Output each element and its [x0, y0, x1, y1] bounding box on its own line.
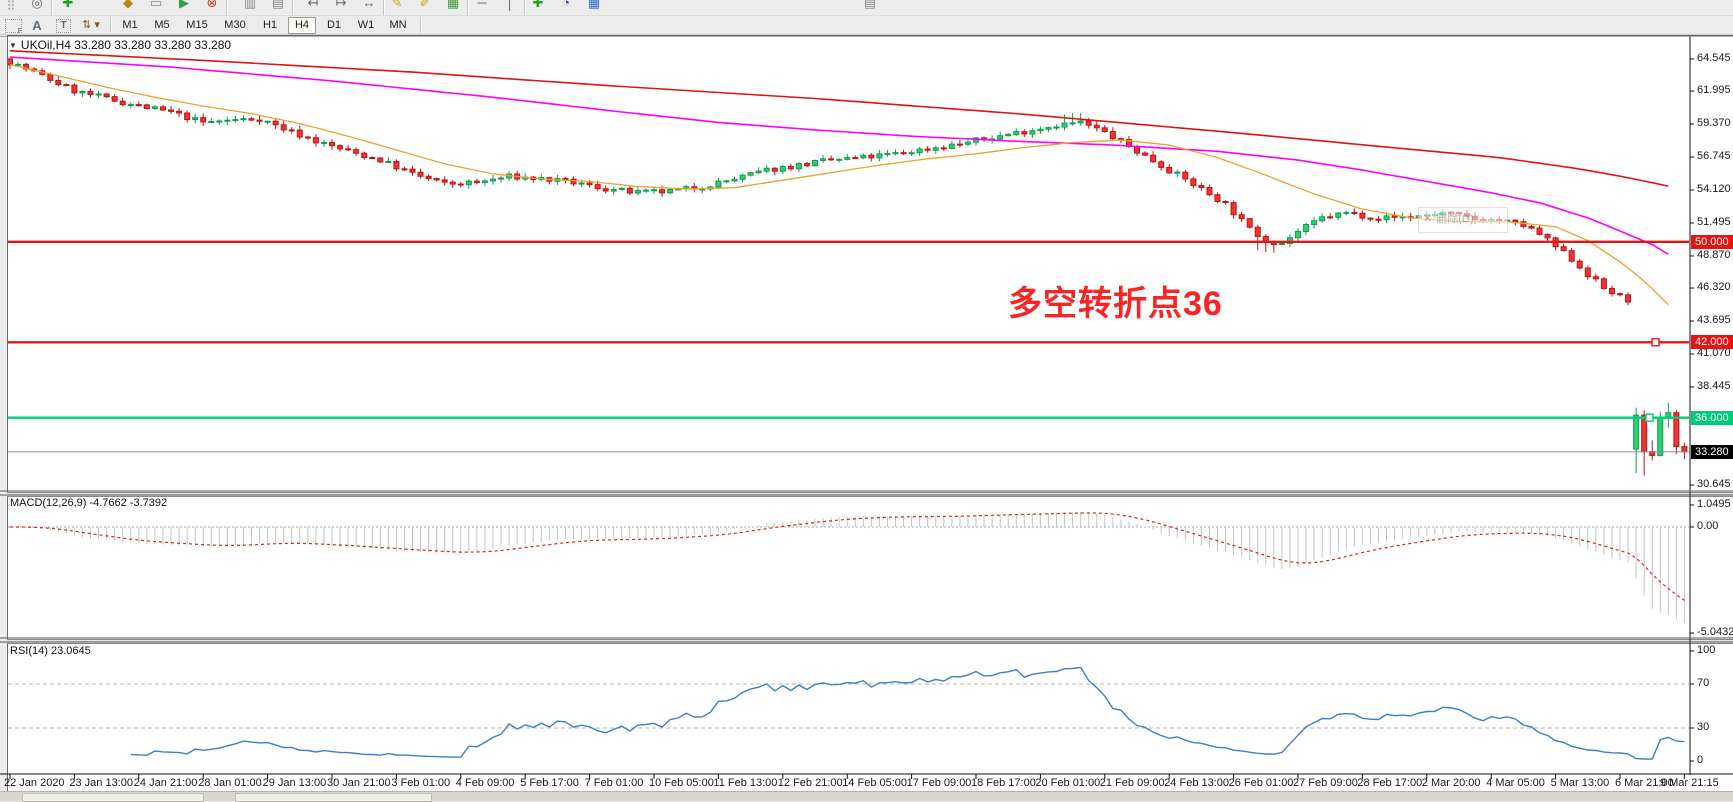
- draw-line-icon[interactable]: ✎: [391, 0, 403, 10]
- templates-icon[interactable]: ▦: [446, 0, 460, 10]
- toolbar-separator: [226, 0, 228, 15]
- statusbar-segment: [22, 793, 204, 802]
- timeframe-button-m1[interactable]: M1: [122, 19, 138, 31]
- ma-fast-orange[interactable]: [9, 63, 1669, 306]
- new-order-icon[interactable]: ◆: [123, 0, 133, 10]
- toolbar-separator: [383, 0, 385, 15]
- text-tool[interactable]: T: [56, 19, 71, 33]
- timeframe-button-m5[interactable]: M5: [154, 19, 170, 31]
- add-indicator-icon[interactable]: ✚: [62, 0, 74, 10]
- statusbar-segment: [235, 793, 432, 802]
- annotation-text[interactable]: 多空转折点36: [1008, 285, 1223, 323]
- toolbar-separator: [420, 17, 422, 33]
- toolbar-separator: [292, 0, 294, 15]
- candles-layer: [8, 57, 1688, 476]
- grid-icon[interactable]: ▦: [587, 0, 601, 10]
- zoom-icon[interactable]: ◎: [31, 0, 43, 10]
- chart-window-icon[interactable]: ▭: [149, 0, 163, 10]
- macd-panel[interactable]: [8, 512, 1689, 624]
- stop-icon[interactable]: ⊗: [206, 0, 218, 10]
- timeframe-button-h1[interactable]: H1: [262, 19, 278, 31]
- hline-icon[interactable]: ─: [477, 0, 487, 10]
- level-marker[interactable]: [1645, 413, 1654, 422]
- timeframe-button-m15[interactable]: M15: [186, 19, 208, 31]
- timeframe-button-mn[interactable]: MN: [389, 19, 407, 31]
- toolbar-separator: [467, 0, 469, 15]
- chart-canvas[interactable]: [0, 36, 1733, 800]
- toolbar-timeframes: F A T ⇅ ▾ M1 M5 M15 M30 H1 H4 D1 W1 MN: [0, 16, 1733, 35]
- level-marker[interactable]: [1651, 338, 1660, 347]
- candle-chart-icon[interactable]: ▤: [271, 0, 285, 10]
- timeframe-button-d1[interactable]: D1: [326, 19, 342, 31]
- left-gutter: [0, 35, 7, 800]
- draw-channel-icon[interactable]: ✐: [419, 0, 431, 10]
- add-object-icon[interactable]: ✚: [532, 0, 544, 10]
- cursor-grid-tool[interactable]: F: [5, 19, 22, 35]
- arrows-tool[interactable]: ⇅ ▾: [82, 19, 100, 31]
- refresh-icon[interactable]: ◔: [562, 0, 570, 10]
- toolbar-separator: [51, 0, 53, 15]
- list-icon[interactable]: ▤: [863, 0, 877, 10]
- vline-icon[interactable]: │: [505, 0, 515, 10]
- rsi-line: [130, 666, 1685, 760]
- toolbar-separator: [524, 0, 526, 15]
- ma-slow-red[interactable]: [9, 50, 1669, 187]
- macd-signal-line: [10, 512, 1685, 601]
- shift-right-icon[interactable]: ↦: [335, 0, 347, 10]
- chart-background[interactable]: [7, 35, 1733, 792]
- shift-left-icon[interactable]: ↤: [307, 0, 319, 10]
- autotrade-icon[interactable]: ▶: [179, 0, 189, 10]
- rsi-panel[interactable]: [8, 666, 1689, 760]
- timeframe-button-h4[interactable]: H4: [288, 17, 316, 34]
- auto-scroll-icon[interactable]: ↔: [362, 0, 376, 10]
- ma-mid-magenta[interactable]: [9, 56, 1669, 255]
- text-label-tool[interactable]: A: [32, 18, 42, 33]
- main-panel[interactable]: [8, 50, 1690, 476]
- toolbar-main: ⣿ ◎ ✚ ◆ ▭ ▶ ⊗ ▥ ▤ ↤ ↦ ↔ ✎ ✐ ▦ ─ │ ✚ ◔ ▦ ▤: [0, 0, 1733, 16]
- timeframe-button-m30[interactable]: M30: [224, 19, 246, 31]
- bar-chart-icon[interactable]: ▥: [243, 0, 257, 10]
- toolbar-separator: [110, 17, 112, 33]
- toolbar-handle-icon[interactable]: ⣿: [6, 0, 16, 10]
- timeframe-button-w1[interactable]: W1: [357, 19, 375, 31]
- macd-histogram: [17, 512, 1685, 624]
